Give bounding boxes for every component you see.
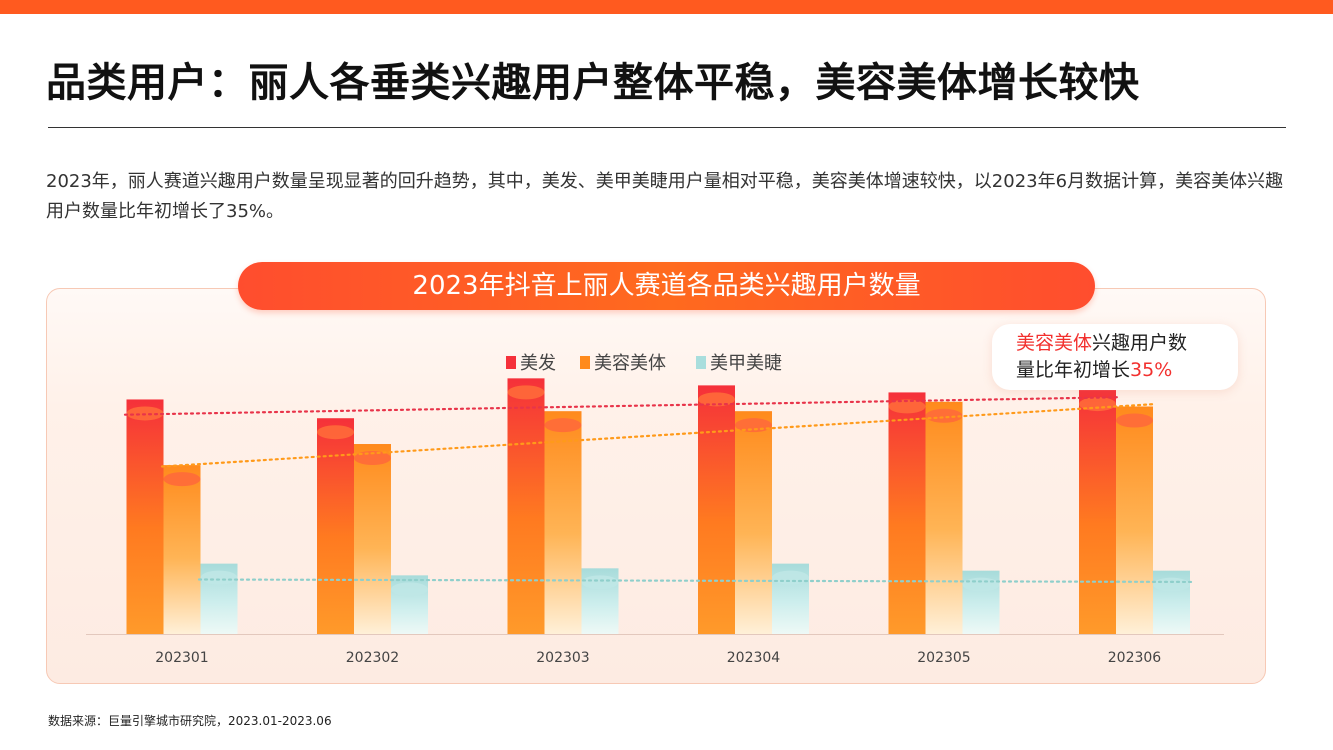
- x-tick-label-202304: 202304: [727, 650, 781, 666]
- bar-cap-meijia-202301: [200, 570, 238, 585]
- bar-meifa-202302: [317, 418, 354, 634]
- bar-meirong-202304: [735, 411, 772, 634]
- bar-chart: 202301 202302 202303 202304 202305 202306 美发 美容…: [86, 353, 1224, 666]
- legend-label-meirong: 美容美体: [594, 353, 666, 374]
- bar-cap-meifa-202302: [317, 425, 354, 440]
- chart-title: 2023年抖音上丽人赛道各品类兴趣用户数量: [238, 262, 1095, 310]
- legend-label-meijia: 美甲美睫: [710, 353, 782, 374]
- legend-swatch-meijia: [696, 356, 706, 369]
- bar-meirong-202305: [925, 401, 963, 634]
- trendline-meirong: [160, 403, 1156, 468]
- x-tick-label-202306: 202306: [1108, 650, 1162, 666]
- x-tick-label-202303: 202303: [536, 650, 589, 666]
- intro-paragraph: 2023年，丽人赛道兴趣用户数量呈现显著的回升趋势，其中，美发、美甲美睫用户量相…: [46, 171, 1284, 222]
- callout-highlight: 美容美体: [1016, 332, 1093, 354]
- bar-meirong-202303: [544, 411, 582, 634]
- bar-cap-meijia-202302: [391, 582, 428, 597]
- x-tick-label-202302: 202302: [346, 650, 399, 666]
- legend-label-meifa: 美发: [520, 353, 556, 374]
- callout-text-1: 兴趣用户数: [1092, 332, 1188, 354]
- bar-meifa-202304: [698, 385, 735, 634]
- bar-cap-meirong-202306: [1116, 413, 1153, 428]
- title-divider: [48, 127, 1286, 128]
- bar-meifa-202306: [1079, 390, 1116, 634]
- top-accent-bar: [0, 0, 1333, 14]
- bar-cap-meijia-202306: [1153, 577, 1190, 592]
- bar-meirong-202302: [354, 444, 391, 634]
- bar-cap-meijia-202303: [581, 575, 619, 590]
- bar-cap-meirong-202301: [163, 472, 201, 487]
- bar-cap-meijia-202304: [772, 570, 809, 585]
- bar-meifa-202301: [126, 399, 164, 634]
- bar-cap-meirong-202304: [735, 418, 772, 433]
- bar-meifa-202303: [507, 378, 545, 634]
- bar-cap-meirong-202303: [544, 418, 582, 433]
- x-tick-label-202305: 202305: [917, 650, 970, 666]
- growth-callout: 美容美体兴趣用户数 量比年初增长35%: [992, 324, 1238, 390]
- bar-cap-meijia-202305: [962, 577, 1000, 592]
- bar-cap-meirong-202302: [354, 451, 391, 466]
- bar-cap-meirong-202305: [925, 408, 963, 423]
- bar-meifa-202305: [888, 392, 926, 634]
- page-title: 品类用户：丽人各垂类兴趣用户整体平稳，美容美体增长较快: [46, 60, 1140, 106]
- bar-cap-meifa-202306: [1079, 397, 1116, 412]
- bar-cap-meifa-202305: [888, 399, 926, 414]
- bar-meirong-202306: [1116, 406, 1153, 634]
- trendline-meifa: [123, 396, 1119, 416]
- bar-cap-meifa-202303: [507, 385, 545, 400]
- bar-cap-meifa-202304: [698, 392, 735, 407]
- legend-swatch-meifa: [506, 356, 516, 369]
- trendline-meijia: [197, 578, 1193, 584]
- x-tick-label-202301: 202301: [155, 650, 208, 666]
- callout-text-2: 量比年初增长: [1016, 359, 1131, 381]
- legend-swatch-meirong: [580, 356, 590, 369]
- bar-meirong-202301: [163, 465, 201, 634]
- callout-percent: 35%: [1130, 359, 1173, 381]
- source-note: 数据来源：巨量引擎城市研究院，2023.01-2023.06: [48, 714, 332, 728]
